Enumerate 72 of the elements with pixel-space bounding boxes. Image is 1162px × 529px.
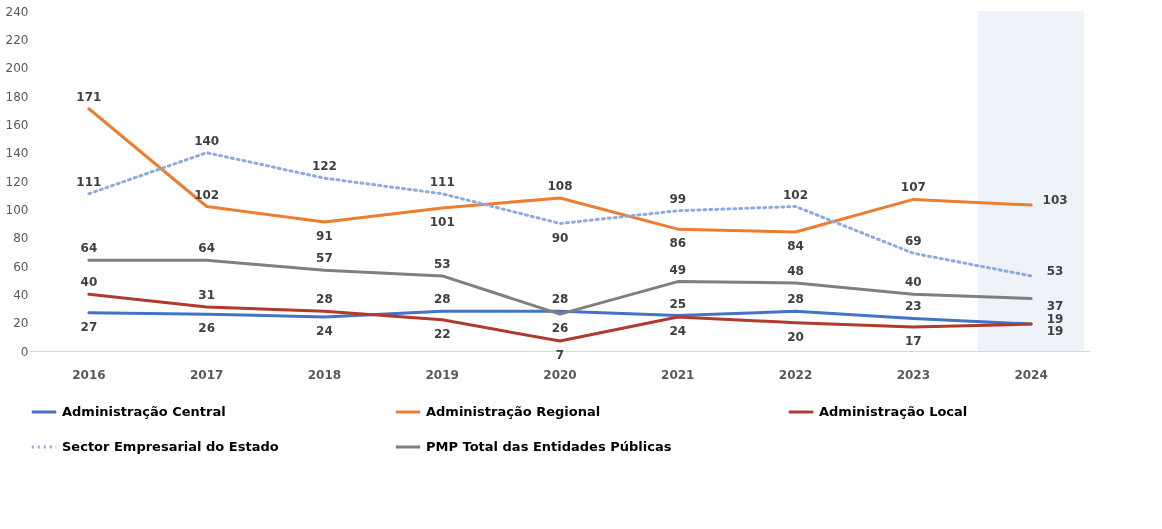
data-label: 102 bbox=[194, 187, 220, 202]
x-tick-label: 2021 bbox=[661, 367, 695, 382]
x-tick-label: 2017 bbox=[189, 367, 224, 382]
y-tick-label: 160 bbox=[5, 117, 29, 132]
data-label: 108 bbox=[547, 179, 573, 193]
y-tick-label: 60 bbox=[13, 259, 29, 274]
data-label: 53 bbox=[1046, 263, 1064, 278]
data-label: 57 bbox=[316, 251, 333, 266]
y-tick-label: 100 bbox=[5, 202, 29, 217]
data-label: 27 bbox=[80, 319, 98, 334]
data-label: 91 bbox=[316, 229, 333, 244]
data-label: 28 bbox=[551, 292, 569, 307]
data-label: 84 bbox=[787, 239, 804, 253]
x-tick-label: 2019 bbox=[425, 367, 459, 382]
data-label: 48 bbox=[787, 264, 804, 278]
data-label: 171 bbox=[76, 89, 102, 104]
data-label: 28 bbox=[316, 292, 333, 307]
legend-label: Administração Local bbox=[819, 404, 968, 419]
data-label: 64 bbox=[198, 241, 216, 256]
data-label: 140 bbox=[194, 133, 220, 148]
data-label: 37 bbox=[1046, 298, 1064, 313]
data-label: 26 bbox=[551, 321, 569, 336]
y-tick-label: 80 bbox=[13, 231, 29, 246]
data-label: 101 bbox=[429, 214, 455, 229]
x-tick-label: 2020 bbox=[543, 367, 577, 382]
x-tick-label: 2016 bbox=[72, 367, 106, 382]
y-tick-label: 220 bbox=[5, 32, 29, 47]
legend-label: Sector Empresarial do Estado bbox=[62, 439, 279, 454]
data-label: 23 bbox=[904, 299, 922, 314]
legend-label: PMP Total das Entidades Públicas bbox=[426, 439, 672, 454]
x-tick-label: 2023 bbox=[896, 367, 931, 382]
data-label: 40 bbox=[904, 275, 922, 290]
data-label: 111 bbox=[429, 174, 455, 189]
data-label: 28 bbox=[433, 292, 451, 307]
y-tick-label: 240 bbox=[5, 4, 29, 19]
data-label: 22 bbox=[433, 326, 451, 341]
data-label: 49 bbox=[669, 262, 687, 277]
data-label: 107 bbox=[900, 180, 926, 195]
data-label: 25 bbox=[669, 296, 687, 311]
data-label: 111 bbox=[76, 174, 102, 189]
data-label: 24 bbox=[316, 324, 333, 338]
x-tick-label: 2022 bbox=[778, 367, 813, 382]
data-label: 40 bbox=[80, 275, 98, 290]
data-label: 103 bbox=[1042, 193, 1068, 208]
data-label: 19 bbox=[1046, 312, 1064, 327]
data-label: 53 bbox=[433, 256, 451, 271]
y-tick-label: 140 bbox=[5, 146, 29, 161]
data-label: 90 bbox=[551, 230, 569, 245]
data-label: 122 bbox=[311, 159, 337, 174]
data-label: 7 bbox=[555, 348, 565, 363]
y-tick-label: 20 bbox=[13, 316, 29, 331]
data-label: 20 bbox=[787, 329, 804, 344]
data-label: 19 bbox=[1046, 324, 1064, 339]
data-label: 102 bbox=[783, 187, 809, 202]
data-label: 17 bbox=[904, 333, 922, 348]
y-tick-label: 40 bbox=[13, 287, 29, 302]
data-label: 69 bbox=[904, 234, 922, 249]
legend-label: Administração Central bbox=[62, 404, 226, 419]
x-tick-label: 2024 bbox=[1014, 367, 1048, 382]
data-label: 28 bbox=[787, 292, 804, 307]
data-label: 64 bbox=[80, 241, 98, 256]
y-tick-label: 180 bbox=[5, 89, 29, 104]
legend-label: Administração Regional bbox=[426, 404, 601, 419]
y-tick-label: 200 bbox=[5, 61, 29, 76]
x-tick-label: 2018 bbox=[307, 367, 342, 382]
data-label: 26 bbox=[198, 321, 216, 336]
data-label: 99 bbox=[669, 191, 687, 206]
data-label: 31 bbox=[198, 288, 216, 303]
data-label: 24 bbox=[669, 324, 687, 338]
data-label: 86 bbox=[669, 236, 687, 251]
y-tick-label: 0 bbox=[20, 344, 29, 359]
y-tick-label: 120 bbox=[5, 174, 29, 189]
